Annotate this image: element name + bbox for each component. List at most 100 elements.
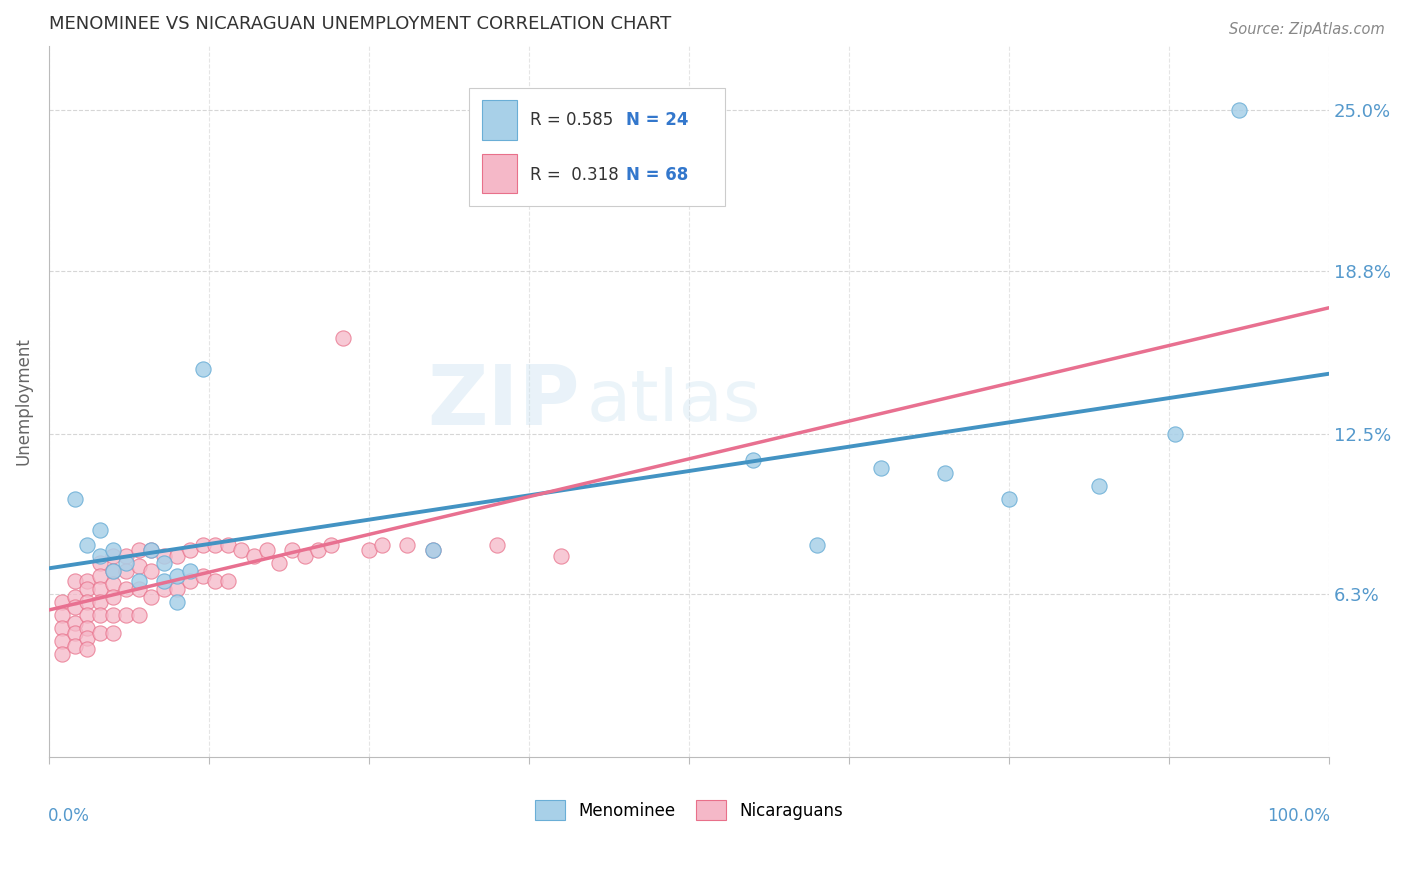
- Point: [101, 543, 124, 558]
- Point: [371, 538, 394, 552]
- Point: [76, 632, 98, 646]
- Point: [141, 564, 163, 578]
- Point: [101, 590, 124, 604]
- Point: [179, 543, 201, 558]
- Point: [153, 556, 176, 570]
- Legend: Menominee, Nicaraguans: Menominee, Nicaraguans: [536, 800, 842, 821]
- Point: [166, 549, 188, 563]
- Point: [422, 543, 444, 558]
- Point: [1164, 426, 1187, 441]
- Point: [294, 549, 316, 563]
- Point: [114, 608, 136, 623]
- Point: [485, 538, 508, 552]
- Point: [870, 460, 893, 475]
- Point: [89, 626, 111, 640]
- Point: [242, 549, 264, 563]
- Text: R =  0.318: R = 0.318: [530, 166, 619, 185]
- Point: [101, 608, 124, 623]
- Point: [101, 564, 124, 578]
- Point: [256, 543, 278, 558]
- Point: [319, 538, 342, 552]
- Point: [51, 608, 73, 623]
- Point: [89, 556, 111, 570]
- Point: [63, 600, 86, 615]
- Point: [141, 543, 163, 558]
- Text: MENOMINEE VS NICARAGUAN UNEMPLOYMENT CORRELATION CHART: MENOMINEE VS NICARAGUAN UNEMPLOYMENT COR…: [49, 15, 671, 33]
- Point: [1087, 478, 1109, 492]
- Point: [934, 466, 956, 480]
- Point: [742, 452, 765, 467]
- Point: [63, 639, 86, 653]
- Point: [63, 626, 86, 640]
- Point: [191, 538, 214, 552]
- Point: [128, 608, 150, 623]
- Point: [179, 564, 201, 578]
- Text: Source: ZipAtlas.com: Source: ZipAtlas.com: [1229, 22, 1385, 37]
- Point: [357, 543, 380, 558]
- FancyBboxPatch shape: [482, 101, 517, 140]
- Point: [89, 595, 111, 609]
- Point: [76, 595, 98, 609]
- Point: [51, 647, 73, 661]
- Point: [153, 582, 176, 597]
- Point: [396, 538, 419, 552]
- Point: [166, 569, 188, 583]
- Point: [101, 564, 124, 578]
- Point: [153, 574, 176, 589]
- Text: N = 68: N = 68: [626, 166, 689, 185]
- Point: [422, 543, 444, 558]
- Point: [229, 543, 252, 558]
- Point: [204, 574, 226, 589]
- Point: [101, 577, 124, 591]
- Point: [114, 564, 136, 578]
- Point: [191, 362, 214, 376]
- Point: [89, 549, 111, 563]
- Point: [179, 574, 201, 589]
- Point: [204, 538, 226, 552]
- Text: ZIP: ZIP: [427, 361, 581, 442]
- Point: [141, 543, 163, 558]
- Point: [76, 641, 98, 656]
- Point: [76, 608, 98, 623]
- Point: [550, 549, 572, 563]
- Point: [128, 574, 150, 589]
- Point: [89, 582, 111, 597]
- Point: [63, 491, 86, 506]
- Point: [217, 574, 239, 589]
- Text: 0.0%: 0.0%: [48, 807, 90, 825]
- Point: [101, 626, 124, 640]
- Point: [332, 331, 354, 345]
- Text: 100.0%: 100.0%: [1267, 807, 1330, 825]
- Point: [51, 621, 73, 635]
- FancyBboxPatch shape: [482, 153, 517, 193]
- Point: [281, 543, 304, 558]
- Point: [89, 569, 111, 583]
- Point: [998, 491, 1021, 506]
- Point: [128, 582, 150, 597]
- Point: [63, 590, 86, 604]
- Point: [153, 549, 176, 563]
- Point: [806, 538, 828, 552]
- Point: [63, 574, 86, 589]
- Point: [128, 558, 150, 573]
- Point: [269, 556, 291, 570]
- Point: [51, 595, 73, 609]
- Point: [76, 538, 98, 552]
- Point: [141, 590, 163, 604]
- Y-axis label: Unemployment: Unemployment: [15, 337, 32, 466]
- Text: N = 24: N = 24: [626, 112, 689, 129]
- Point: [89, 608, 111, 623]
- Point: [114, 582, 136, 597]
- Point: [51, 634, 73, 648]
- Point: [1227, 103, 1250, 118]
- Point: [166, 595, 188, 609]
- Point: [114, 556, 136, 570]
- Point: [76, 574, 98, 589]
- Point: [217, 538, 239, 552]
- Point: [76, 621, 98, 635]
- Point: [76, 582, 98, 597]
- Point: [191, 569, 214, 583]
- Text: atlas: atlas: [586, 367, 761, 436]
- Text: R = 0.585: R = 0.585: [530, 112, 613, 129]
- Point: [114, 549, 136, 563]
